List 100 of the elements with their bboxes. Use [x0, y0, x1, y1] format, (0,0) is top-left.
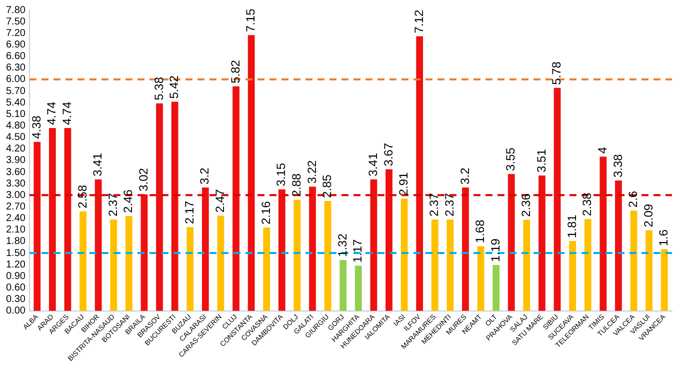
- bar: [202, 187, 209, 311]
- data-label: 2.46: [121, 189, 136, 213]
- y-tick-label: 6.00: [6, 74, 26, 86]
- bar: [630, 210, 638, 311]
- data-label: 2.17: [182, 200, 196, 224]
- data-label: 1.6: [656, 229, 671, 246]
- bar: [110, 219, 118, 311]
- bar: [125, 216, 132, 311]
- y-tick-label: 7.50: [6, 16, 26, 28]
- data-label: 5.78: [550, 61, 564, 85]
- data-label: 1.81: [564, 214, 579, 238]
- bar: [186, 227, 194, 311]
- bar: [263, 228, 270, 311]
- bar: [584, 219, 592, 311]
- y-tick-label: 6.60: [6, 51, 26, 62]
- data-label: 3.2: [458, 167, 472, 184]
- data-label: 2.37: [427, 192, 442, 216]
- bar: [370, 179, 378, 311]
- data-label: 4.74: [60, 101, 74, 126]
- bar: [446, 219, 454, 311]
- bar: [477, 246, 484, 311]
- y-tick-label: 1.50: [6, 248, 26, 259]
- bar: [431, 219, 438, 311]
- bar: [156, 103, 163, 311]
- data-label: 3.38: [610, 154, 625, 178]
- bar: [80, 211, 86, 311]
- data-label: 2.38: [580, 192, 594, 216]
- bar: [660, 249, 668, 311]
- data-label: 5.42: [167, 75, 182, 99]
- y-tick-label: 4.20: [6, 144, 26, 155]
- bar: [217, 216, 224, 311]
- data-label: 1.17: [350, 239, 365, 263]
- bar: [646, 230, 652, 311]
- data-label: 3.51: [534, 148, 548, 172]
- data-label: 2.16: [258, 200, 273, 225]
- y-tick-label: 0.30: [6, 294, 26, 306]
- bar: [171, 102, 178, 311]
- y-tick-label: 6.90: [6, 39, 26, 50]
- y-tick-label: 3.30: [6, 178, 26, 190]
- y-tick-label: 7.80: [6, 4, 26, 16]
- y-tick-label: 2.10: [6, 224, 26, 236]
- data-label: 1.19: [488, 238, 502, 262]
- data-label: 2.6: [626, 190, 640, 208]
- y-tick-label: 0.90: [6, 270, 26, 282]
- data-label: 3.2: [198, 167, 212, 184]
- bar: [416, 36, 424, 311]
- bar: [34, 142, 41, 311]
- bar: [538, 175, 546, 311]
- y-tick-label: 3.60: [6, 166, 26, 178]
- y-tick-label: 7.20: [6, 28, 26, 39]
- bar: [340, 260, 347, 311]
- bar: [140, 194, 148, 311]
- y-tick-label: 5.10: [6, 108, 26, 120]
- data-label: 2.58: [75, 184, 90, 208]
- data-label: 3.41: [90, 152, 105, 176]
- data-label: 4.74: [44, 101, 59, 126]
- data-label: 3.67: [381, 142, 396, 166]
- y-tick-label: 1.20: [6, 259, 26, 270]
- data-label: 7.12: [412, 10, 426, 34]
- data-label: 1.68: [473, 219, 488, 244]
- y-tick-label: 2.40: [6, 213, 26, 224]
- bar: [569, 241, 576, 311]
- bar: [294, 200, 301, 311]
- bar: [386, 169, 392, 311]
- data-label: 2.36: [518, 193, 533, 217]
- bar: [508, 174, 515, 311]
- data-label: 3.41: [366, 152, 380, 176]
- data-label: 4.38: [29, 115, 44, 139]
- y-tick-label: 0.00: [6, 306, 26, 317]
- bar: [278, 189, 286, 311]
- y-tick-label: 3.00: [6, 190, 26, 201]
- data-label: 3.02: [136, 168, 151, 192]
- y-tick-label: 5.70: [6, 86, 26, 97]
- data-label: 3.22: [304, 160, 319, 184]
- bar: [523, 220, 530, 311]
- bar: [64, 128, 72, 311]
- bar: [48, 128, 56, 311]
- data-label: 1.32: [335, 233, 350, 257]
- data-label: 3.15: [274, 162, 288, 186]
- bar: [615, 180, 622, 311]
- bar: [94, 179, 102, 311]
- data-label: 2.91: [396, 172, 411, 196]
- y-tick-label: 3.90: [6, 155, 26, 166]
- y-tick-label: 0.60: [6, 282, 26, 294]
- bar: [309, 186, 316, 311]
- bar: [492, 264, 500, 311]
- data-label: 2.88: [290, 173, 304, 197]
- y-tick-label: 4.50: [6, 132, 26, 144]
- bar: [248, 35, 255, 311]
- data-label: 3.55: [504, 147, 518, 171]
- bar: [462, 187, 469, 311]
- bar: [554, 88, 561, 311]
- y-tick-label: 4.80: [6, 120, 26, 132]
- y-tick-label: 6.30: [6, 62, 26, 74]
- data-label: 2.47: [213, 188, 228, 213]
- data-label: 2.37: [106, 192, 120, 216]
- data-label: 2.85: [320, 174, 334, 198]
- data-label: 5.82: [228, 60, 242, 84]
- data-label: 2.09: [641, 204, 656, 228]
- data-label: 2.37: [442, 192, 456, 216]
